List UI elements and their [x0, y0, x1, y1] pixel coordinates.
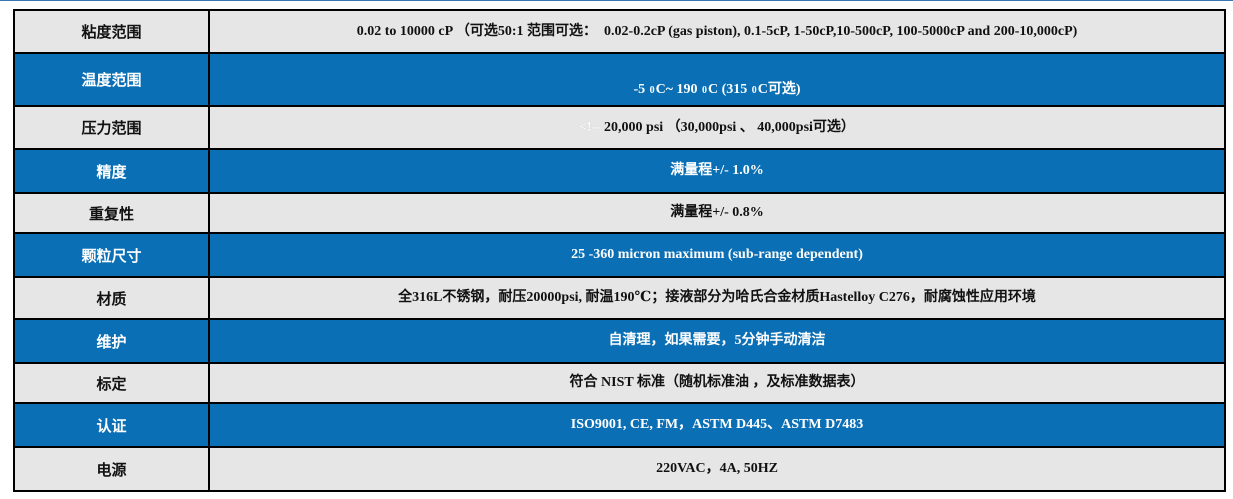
spec-label: 温度范围	[15, 54, 210, 105]
spec-row-maintenance: 维护 自清理，如果需要，5分钟手动清洁	[15, 318, 1224, 362]
spec-value: ISO9001, CE, FM，ASTM D445、ASTM D7483	[570, 417, 864, 433]
spec-value: <!-- 20,000 psi （30,000psi 、 40,000psi可选）	[210, 107, 1224, 148]
spec-row-material: 材质 全316L不锈钢，耐压20000psi, 耐温190℃；接液部分为哈氏合金…	[15, 276, 1224, 318]
spec-row-viscosity-range: 粘度范围 0.02 to 10000 cP （可选50:1 范围可选： 0.02…	[15, 11, 1224, 52]
spec-value: 符合 NIST 标准（随机标准油 ，及标准数据表）	[569, 375, 865, 391]
spec-label: 重复性	[15, 194, 210, 232]
spec-row-power: 电源 220VAC，4A, 50HZ	[15, 446, 1224, 490]
spec-label: 维护	[15, 320, 210, 362]
spec-value: 0.02 to 10000 cP （可选50:1 范围可选： 0.02-0.2c…	[356, 23, 1078, 39]
temperature-text: C可选)	[757, 81, 801, 97]
spec-value: 自清理，如果需要，5分钟手动清洁	[608, 333, 826, 349]
spec-table: 粘度范围 0.02 to 10000 cP （可选50:1 范围可选： 0.02…	[13, 9, 1226, 492]
temperature-text: C~ 190	[655, 81, 701, 97]
spec-label: 压力范围	[15, 107, 210, 148]
temperature-text: C (315	[708, 81, 751, 97]
spec-row-certification: 认证 ISO9001, CE, FM，ASTM D445、ASTM D7483	[15, 402, 1224, 446]
spec-value: 25 -360 micron maximum (sub-range depend…	[571, 247, 863, 263]
spec-value: 220VAC，4A, 50HZ	[656, 461, 778, 477]
spec-value: 满量程+/- 1.0%	[670, 163, 764, 179]
top-divider-line	[0, 0, 1233, 1]
spec-row-calibration: 标定 符合 NIST 标准（随机标准油 ，及标准数据表）	[15, 362, 1224, 402]
spec-label: 认证	[15, 404, 210, 446]
spec-label: 标定	[15, 364, 210, 402]
temperature-text: -5	[633, 81, 649, 97]
spec-value: 全316L不锈钢，耐压20000psi, 耐温190℃；接液部分为哈氏合金材质H…	[398, 290, 1036, 306]
spec-row-repeatability: 重复性 满量程+/- 0.8%	[15, 192, 1224, 232]
spec-label: 精度	[15, 150, 210, 192]
comment-artifact-text: <!--	[579, 119, 602, 135]
spec-row-particle-size: 颗粒尺寸 25 -360 micron maximum (sub-range d…	[15, 232, 1224, 276]
spec-row-pressure-range: 压力范围 <!-- 20,000 psi （30,000psi 、 40,000p…	[15, 105, 1224, 148]
spec-label: 材质	[15, 278, 210, 318]
spec-label: 颗粒尺寸	[15, 234, 210, 276]
spec-label: 电源	[15, 448, 210, 490]
spec-value: 满量程+/- 0.8%	[670, 205, 764, 221]
spec-row-accuracy: 精度 满量程+/- 1.0%	[15, 148, 1224, 192]
pressure-text: 20,000 psi （30,000psi 、 40,000psi可选）	[604, 119, 855, 135]
spec-label: 粘度范围	[15, 11, 210, 52]
